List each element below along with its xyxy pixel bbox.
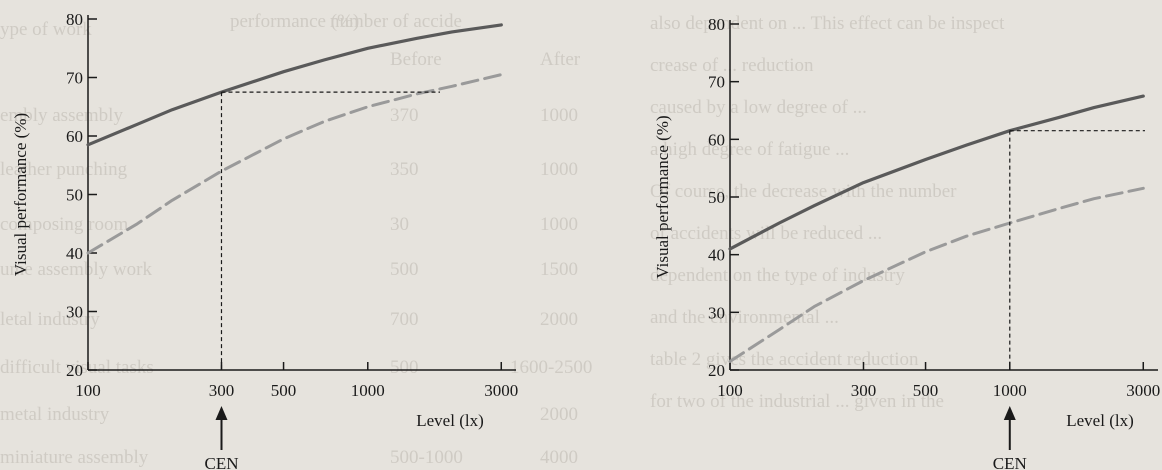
background-text-line: 1000 [540, 105, 578, 126]
y-tick-label: 20 [66, 361, 83, 380]
background-text-line: 1600-2500 [510, 357, 593, 378]
background-text-line: also dependent on ... This effect can be… [650, 13, 1005, 34]
background-text-line: number of accide [330, 11, 462, 32]
y-tick-label: 40 [66, 244, 83, 263]
y-tick-label: 20 [708, 361, 725, 380]
x-tick-label: 100 [75, 381, 101, 400]
cen-arrow-head [1003, 406, 1016, 420]
background-text-line: of accidents will be reduced ... [650, 223, 883, 244]
x-tick-label: 3000 [484, 381, 518, 400]
chart-left: 20 30 40 50 60 70 80 100 300 500 1000 3000 Visual pe… [11, 10, 518, 470]
y-tick-label: 30 [66, 303, 83, 322]
y-axis-label: Visual performance (%) [653, 115, 672, 278]
series-line-dashed [728, 186, 1145, 363]
background-text-line: After [540, 49, 581, 70]
series-line-solid [728, 94, 1145, 251]
x-tick-label: 3000 [1126, 381, 1160, 400]
background-text-line: difficult visual tasks [0, 357, 154, 378]
background-text-line: 500 [390, 259, 419, 280]
background-text-line: 370 [390, 105, 419, 126]
background-text-line: Of course, the decrease with the number [650, 181, 957, 202]
background-text-line: Before [390, 49, 442, 70]
background-text-line: 1000 [540, 159, 578, 180]
y-tick-label: 80 [66, 10, 83, 29]
background-text-line: for two of the industrial ... given in t… [650, 391, 944, 412]
chart-right: 20 30 40 50 60 70 80 100 300 500 1000 3000 Visual pe… [653, 15, 1160, 470]
y-tick-label: 70 [708, 73, 725, 92]
x-axis-label: Level (lx) [1066, 411, 1134, 430]
background-text-line: 500-1000 [390, 447, 463, 468]
background-text-line: miniature assembly [0, 447, 149, 468]
cen-arrow-head [215, 406, 228, 420]
y-tick-label: 50 [708, 188, 725, 207]
background-text-line: ype of work [0, 19, 92, 40]
series-line-dashed [86, 73, 503, 255]
y-tick-label: 30 [708, 303, 725, 322]
background-text-line: metal industry [0, 404, 110, 425]
background-text-line: 500 [390, 357, 419, 378]
background-text-line: performance (%) [230, 11, 360, 32]
x-tick-label: 300 [209, 381, 235, 400]
background-text-line: ume assembly work [0, 259, 152, 280]
background-text-line: composing room [0, 214, 129, 235]
background-text-line: dependent on the type of industry [650, 265, 905, 286]
series-line-solid [86, 23, 503, 147]
background-text-line: 1500 [540, 259, 578, 280]
cen-label: CEN [204, 454, 238, 470]
x-tick-label: 1000 [993, 381, 1027, 400]
background-text-line: caused by a low degree of ... [650, 97, 867, 118]
x-axis-label: Level (lx) [416, 411, 484, 430]
y-tick-label: 40 [708, 246, 725, 265]
y-tick-label: 80 [708, 15, 725, 34]
x-tick-label: 300 [851, 381, 877, 400]
x-tick-label: 1000 [351, 381, 385, 400]
y-axis-label: Visual performance (%) [11, 113, 30, 276]
background-text-line: 700 [390, 309, 419, 330]
background-text-line: 350 [390, 159, 419, 180]
y-tick-label: 50 [66, 186, 83, 205]
x-tick-label: 100 [717, 381, 743, 400]
y-tick-label: 60 [66, 127, 83, 146]
background-text-line: letal industry [0, 309, 100, 330]
x-tick-label: 500 [271, 381, 297, 400]
background-text-line: 4000 [540, 447, 578, 468]
y-tick-label: 70 [66, 69, 83, 88]
background-text-line: 2000 [540, 404, 578, 425]
background-text-line: 2000 [540, 309, 578, 330]
background-text-line: crease of ... reduction [650, 55, 814, 76]
background-text-line: leather punching [0, 159, 128, 180]
cen-label: CEN [993, 454, 1027, 470]
x-tick-label: 500 [913, 381, 939, 400]
background-text-line: a high degree of fatigue ... [650, 139, 850, 160]
y-tick-label: 60 [708, 130, 725, 149]
background-text-line: 30 [390, 214, 409, 235]
background-text-line: embly assembly [0, 105, 123, 126]
background-text-line: table 2 gives the accident reduction [650, 349, 919, 370]
background-text-line: 1000 [540, 214, 578, 235]
